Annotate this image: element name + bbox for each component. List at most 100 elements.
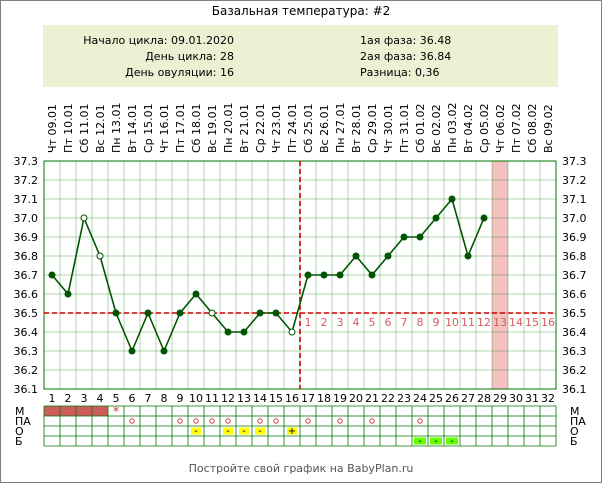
x-date-label: Чт 06.02 — [494, 104, 507, 153]
x-date-label: Ср 22.01 — [254, 103, 267, 153]
x-date-label: Сб 25.01 — [302, 104, 315, 153]
y-tick-label-left: 36.2 — [14, 364, 39, 377]
temperature-point — [416, 233, 424, 241]
x-day-number: 10 — [189, 392, 203, 405]
temperature-line — [51, 197, 485, 354]
temperature-point — [464, 252, 472, 260]
x-day-number: 32 — [541, 392, 555, 405]
x-day-number: 21 — [365, 392, 379, 405]
ovulation-test-mark: + — [288, 426, 296, 437]
x-date-label: Вс 12.01 — [94, 104, 107, 153]
x-date-label: Чт 16.01 — [158, 104, 171, 153]
x-date-label: Сб 01.02 — [414, 104, 427, 153]
temperature-point — [112, 309, 120, 317]
x-date-label: Вс 19.01 — [206, 104, 219, 153]
x-day-number: 31 — [525, 392, 539, 405]
footer-link-text[interactable]: Постройте свой график на BabyPlan.ru — [188, 462, 414, 475]
phase2-day-label: 6 — [385, 316, 392, 329]
phase2-day-label: 11 — [461, 316, 475, 329]
x-date-label: Ср 05.02 — [478, 103, 491, 153]
x-day-number: 25 — [429, 392, 443, 405]
x-day-number: 28 — [477, 392, 491, 405]
cycle-start: Начало цикла: 09.01.2020 — [83, 34, 234, 47]
intercourse-mark — [257, 418, 263, 424]
x-date-label: Пт 24.01 — [286, 103, 299, 153]
x-date-label: Вс 02.02 — [430, 104, 443, 153]
phase2-day-label: 1 — [305, 316, 312, 329]
ovulation-test-cell — [287, 427, 297, 435]
y-tick-label-left: 37.3 — [14, 155, 39, 168]
y-tick-label-right: 37.3 — [562, 155, 587, 168]
temperature-point — [144, 309, 152, 317]
y-tick-label-right: 36.6 — [562, 288, 587, 301]
temperature-point — [176, 309, 184, 317]
menses-cell — [44, 406, 60, 416]
table-row-label-left: ПА — [15, 415, 31, 428]
table-row-label-right: О — [570, 425, 579, 438]
temperature-point — [448, 195, 456, 203]
y-tick-label-left: 36.5 — [14, 307, 39, 320]
phase2-day-label: 16 — [541, 316, 555, 329]
x-date-label: Сб 11.01 — [78, 104, 91, 153]
temperature-point — [336, 271, 344, 279]
x-day-number: 5 — [113, 392, 120, 405]
x-day-number: 9 — [177, 392, 184, 405]
table-row-label-left: Б — [15, 435, 23, 448]
intercourse-mark — [193, 418, 199, 424]
ovulation-test-mark: - — [242, 426, 246, 437]
ovulation-test-cell — [255, 427, 265, 435]
x-day-number: 4 — [97, 392, 104, 405]
temperature-point — [432, 214, 440, 222]
temperature-point — [256, 309, 264, 317]
y-tick-label-right: 37.1 — [562, 193, 587, 206]
temperature-point — [80, 214, 88, 222]
y-tick-label-left: 36.4 — [14, 326, 39, 339]
x-date-label: Чт 30.01 — [382, 104, 395, 153]
x-date-label: Пт 31.01 — [398, 103, 411, 153]
pregnancy-test-cell — [430, 437, 442, 445]
y-tick-label-right: 37.0 — [562, 212, 587, 225]
phase2-day-label: 13 — [493, 316, 507, 329]
x-date-label: Сб 18.01 — [190, 104, 203, 153]
x-date-label: Сб 08.02 — [526, 104, 539, 153]
intercourse-mark — [273, 418, 279, 424]
x-day-number: 13 — [237, 392, 251, 405]
x-day-number: 27 — [461, 392, 475, 405]
temperature-point — [48, 271, 56, 279]
x-day-number: 6 — [129, 392, 136, 405]
y-tick-label-right: 36.7 — [562, 269, 587, 282]
ovulation-test-cell — [223, 427, 233, 435]
temperature-point — [384, 252, 392, 260]
phase1-average: 1ая фаза: 36.48 — [360, 34, 452, 47]
x-date-label: Ср 29.01 — [366, 103, 379, 153]
intercourse-mark — [417, 418, 423, 424]
temperature-point — [288, 328, 296, 336]
cycle-day: День цикла: 28 — [145, 50, 234, 63]
temperature-point — [240, 328, 248, 336]
ovulation-test-mark: - — [258, 426, 262, 437]
x-day-number: 1 — [49, 392, 56, 405]
x-day-number: 17 — [301, 392, 315, 405]
chart-title: Базальная температура: #2 — [211, 4, 391, 18]
phase2-day-label: 14 — [509, 316, 523, 329]
ovulation-test-cell — [239, 427, 249, 435]
y-tick-label-left: 37.1 — [14, 193, 39, 206]
intercourse-mark — [337, 418, 343, 424]
intercourse-mark — [305, 418, 311, 424]
ovulation-test-mark: - — [226, 426, 230, 437]
intercourse-mark — [369, 418, 375, 424]
y-tick-label-right: 36.4 — [562, 326, 587, 339]
y-tick-label-left: 37.2 — [14, 174, 39, 187]
y-tick-label-right: 36.5 — [562, 307, 587, 320]
x-date-label: Вт 04.02 — [462, 104, 475, 153]
x-day-number: 18 — [317, 392, 331, 405]
menses-cell — [76, 406, 92, 416]
y-tick-label-left: 37.0 — [14, 212, 39, 225]
table-row-label-right: М — [570, 405, 580, 418]
ovulation-test-cell — [191, 427, 201, 435]
temperature-point — [96, 252, 104, 260]
x-day-number: 15 — [269, 392, 283, 405]
ovulation-day: День овуляции: 16 — [125, 66, 234, 79]
pregnancy-test-mark: - — [450, 436, 454, 447]
